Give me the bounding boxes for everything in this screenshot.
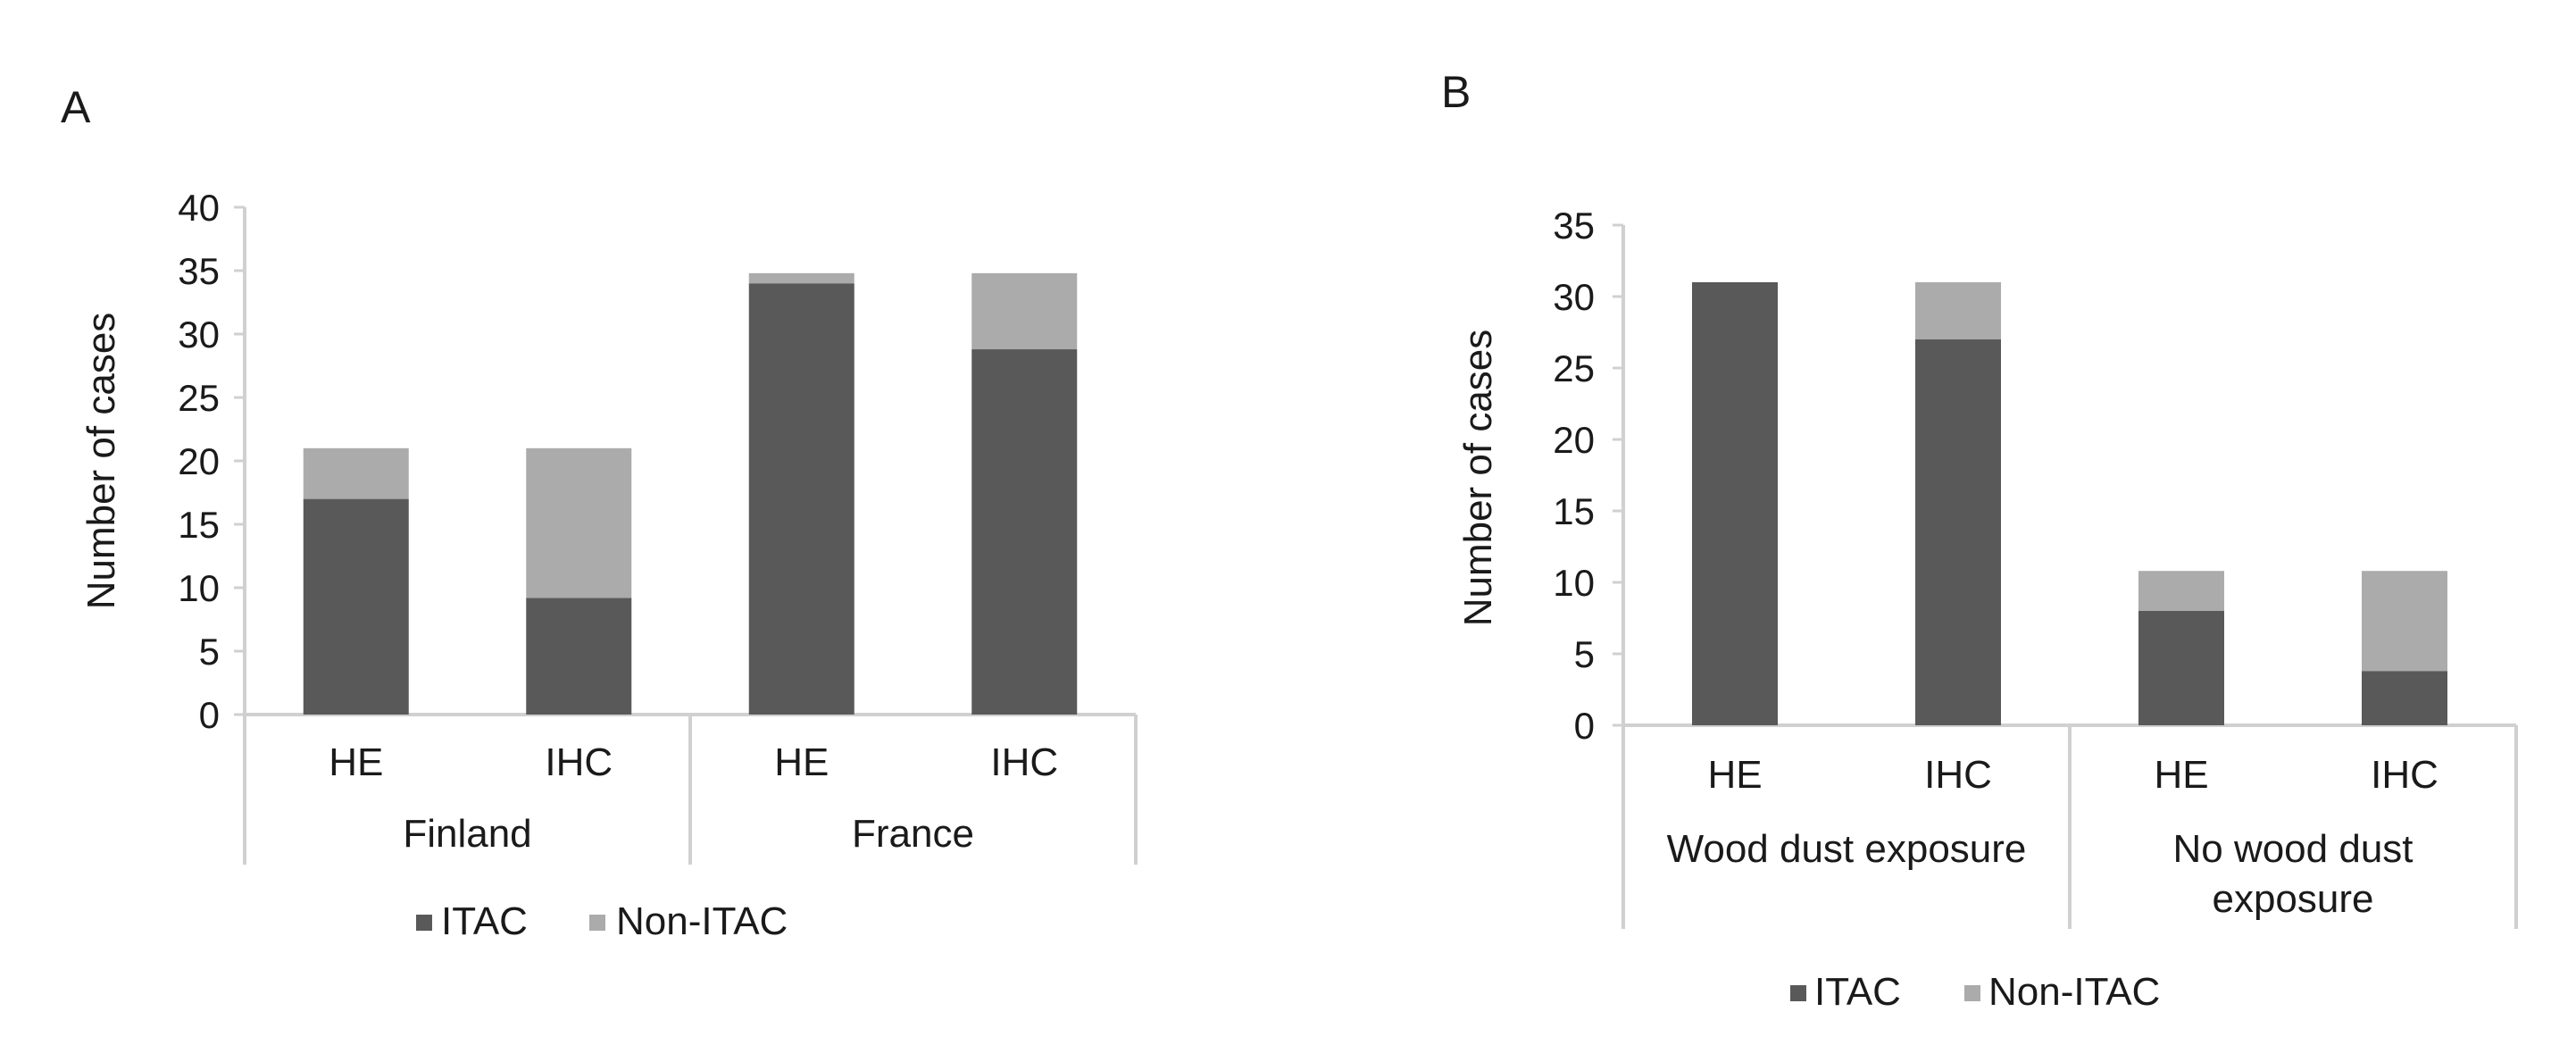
bar-itac-0 <box>303 498 409 715</box>
x-group-label: exposure <box>2212 877 2373 921</box>
legend-swatch-non-itac <box>1964 985 1980 1001</box>
x-group-label: France <box>852 812 974 856</box>
y-axis-title: Number of cases <box>1456 330 1500 627</box>
y-tick-label: 15 <box>1553 490 1595 532</box>
y-tick-label: 30 <box>178 314 220 355</box>
y-tick-label: 25 <box>1553 347 1595 389</box>
y-tick-label: 5 <box>1574 633 1595 675</box>
x-group-label: Wood dust exposure <box>1667 827 2027 871</box>
y-tick-label: 5 <box>199 631 220 673</box>
x-category-label: IHC <box>1924 753 1992 797</box>
x-category-label: HE <box>2154 753 2208 797</box>
y-tick-label: 15 <box>178 504 220 546</box>
legend-label: ITAC <box>441 899 528 943</box>
y-tick-label: 35 <box>178 250 220 292</box>
bar-non-itac-0 <box>303 447 409 499</box>
y-tick-label: 25 <box>178 377 220 419</box>
legend-label: ITAC <box>1814 970 1901 1014</box>
legend-swatch-non-itac <box>589 915 605 931</box>
y-tick-label: 20 <box>178 440 220 482</box>
x-category-label: IHC <box>545 740 613 784</box>
bar-non-itac-3 <box>2362 571 2447 672</box>
y-tick-label: 10 <box>178 567 220 609</box>
panel-label: B <box>1441 67 1471 117</box>
x-category-label: IHC <box>2371 753 2438 797</box>
bar-itac-2 <box>2138 611 2224 725</box>
y-axis-title: Number of cases <box>79 313 123 610</box>
bar-non-itac-1 <box>526 447 632 598</box>
x-category-label: HE <box>1707 753 1762 797</box>
y-tick-label: 30 <box>1553 276 1595 318</box>
bar-itac-1 <box>1915 339 2001 725</box>
x-category-label: HE <box>774 740 829 784</box>
bar-non-itac-2 <box>2138 571 2224 611</box>
y-tick-label: 40 <box>178 187 220 229</box>
chart-panel-a: A 0 5 10 15 20 25 30 35 40 Number of cases HE IHC HE I… <box>61 82 1138 943</box>
panel-label: A <box>61 82 91 132</box>
x-group-label: No wood dust <box>2172 827 2413 871</box>
bar-non-itac-1 <box>1915 282 2001 339</box>
y-tick-label: 20 <box>1553 419 1595 461</box>
x-group-label: Finland <box>403 812 531 856</box>
legend-label: Non-ITAC <box>616 899 788 943</box>
legend-swatch-itac <box>1790 985 1806 1001</box>
y-tick-label: 10 <box>1553 562 1595 604</box>
legend-label: Non-ITAC <box>1988 970 2160 1014</box>
chart-panel-b: B 0 5 10 15 20 25 30 35 Number of cases HE IHC HE IHC… <box>1441 67 2518 1014</box>
y-tick-label: 0 <box>199 694 220 736</box>
bar-itac-0 <box>1692 282 1778 725</box>
bar-non-itac-2 <box>748 272 854 284</box>
y-tick-label: 0 <box>1574 705 1595 747</box>
bar-itac-1 <box>526 598 632 715</box>
x-category-label: HE <box>329 740 383 784</box>
bar-itac-2 <box>748 283 854 715</box>
y-tick-label: 35 <box>1553 205 1595 247</box>
bar-itac-3 <box>2362 671 2447 725</box>
legend-swatch-itac <box>416 915 432 931</box>
bar-non-itac-3 <box>971 272 1078 350</box>
bar-itac-3 <box>971 349 1078 715</box>
x-category-label: IHC <box>990 740 1058 784</box>
